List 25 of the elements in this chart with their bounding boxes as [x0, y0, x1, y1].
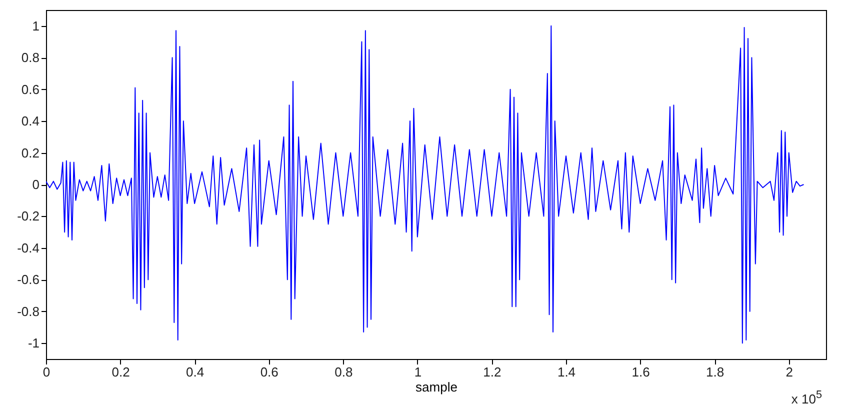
y-tick-label: 0.4	[21, 114, 40, 129]
x-tick-label: 0.2	[112, 364, 130, 380]
y-tick-label: -0.2	[17, 208, 40, 224]
x-axis-title: sample	[416, 380, 458, 394]
text: x 10$^{5}$	[791, 388, 822, 406]
y-tick-label: -1	[28, 336, 40, 351]
y-tick-label: -0.8	[17, 304, 40, 319]
x-tick-label: 0	[42, 364, 50, 380]
y-tick-label: -0.4	[17, 240, 40, 256]
x-tick-label: 1.8	[706, 364, 724, 380]
x-tick-label: 0.6	[260, 364, 278, 380]
y-tick-label: 0.2	[21, 145, 40, 160]
y-tick-label: 0	[32, 177, 40, 192]
x-tick-label: 0.4	[186, 364, 204, 380]
y-tick-label: 1	[32, 18, 40, 34]
x-tick-label: 1.2	[483, 364, 502, 380]
x-tick-label: 2	[786, 364, 793, 380]
y-tick-label: -0.6	[17, 272, 40, 288]
y-tick-label: 0.6	[21, 82, 40, 97]
x-tick-label: 0.8	[334, 364, 353, 380]
x-tick-label: 1.4	[557, 364, 576, 380]
x-tick-label: 1	[414, 364, 422, 380]
line-series	[46, 25, 804, 344]
x-tick-label: 1.6	[632, 364, 650, 380]
y-tick-label: 0.8	[21, 50, 40, 66]
